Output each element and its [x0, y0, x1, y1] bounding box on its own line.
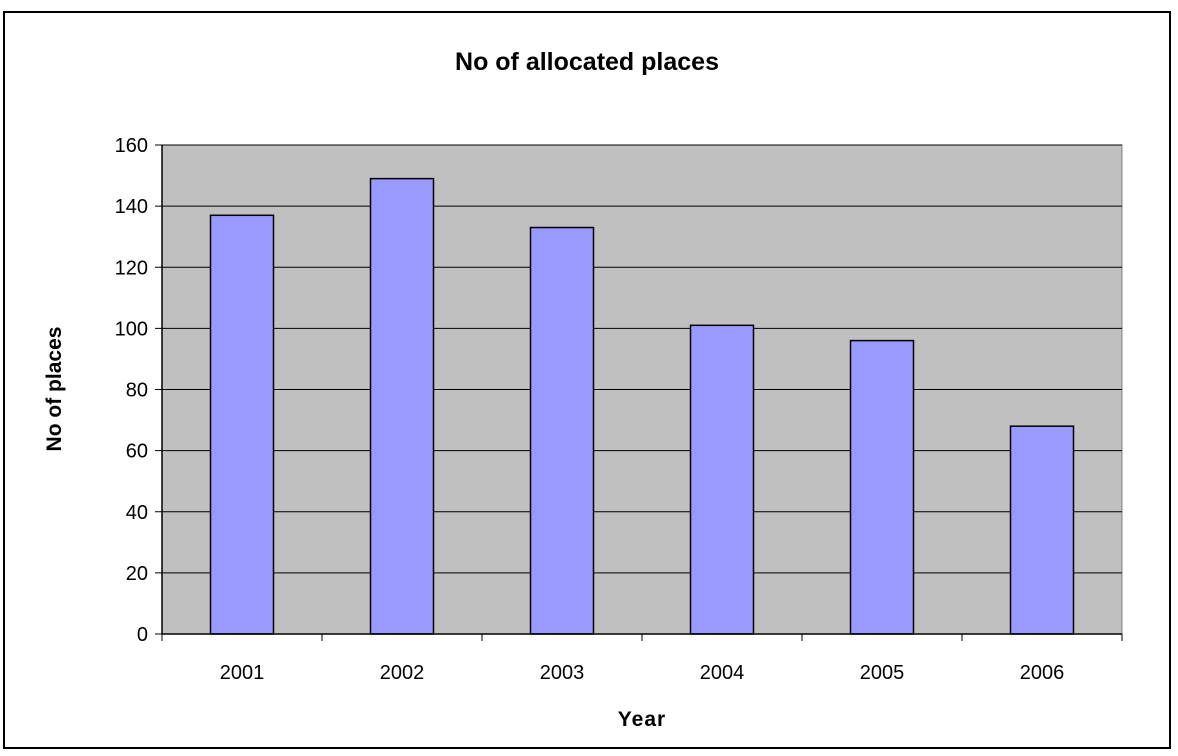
- bar-2004: [689, 324, 755, 635]
- bar-2001: [209, 214, 275, 635]
- chart-frame: No of allocated places 0 20 40 60 80 100 120 14…: [3, 11, 1171, 749]
- chart-title: No of allocated places: [455, 48, 719, 76]
- axes: [155, 144, 1123, 641]
- bar-2003: [529, 226, 595, 635]
- x-tick-label: 2004: [700, 662, 745, 684]
- bars: [209, 177, 1075, 635]
- y-tick-label: 160: [115, 135, 148, 157]
- y-tick-label: 40: [126, 502, 148, 524]
- bar-2006: [1009, 425, 1075, 635]
- bar-2002: [369, 177, 435, 635]
- y-tick-label: 60: [126, 441, 148, 463]
- y-tick-label: 120: [115, 257, 148, 279]
- bar-2005: [849, 339, 915, 635]
- x-tick-label: 2003: [540, 662, 585, 684]
- bar-chart: No of allocated places 0 20 40 60 80 100 120 14…: [43, 48, 1123, 731]
- y-tick-label: 0: [137, 624, 148, 646]
- y-tick-label: 80: [126, 380, 148, 402]
- x-tick-label: 2006: [1020, 662, 1065, 684]
- x-tick-label: 2002: [380, 662, 425, 684]
- y-tick-labels: 0 20 40 60 80 100 120 140 160: [115, 135, 148, 646]
- gridlines: [162, 144, 1122, 574]
- x-tick-labels: 2001 2002 2003 2004 2005 2006: [220, 662, 1065, 684]
- x-axis-title: Year: [618, 708, 666, 731]
- x-tick-label: 2001: [220, 662, 265, 684]
- y-tick-label: 100: [115, 318, 148, 340]
- y-tick-label: 140: [115, 196, 148, 218]
- y-axis-title: No of places: [43, 327, 66, 452]
- x-tick-label: 2005: [860, 662, 905, 684]
- y-tick-label: 20: [126, 563, 148, 585]
